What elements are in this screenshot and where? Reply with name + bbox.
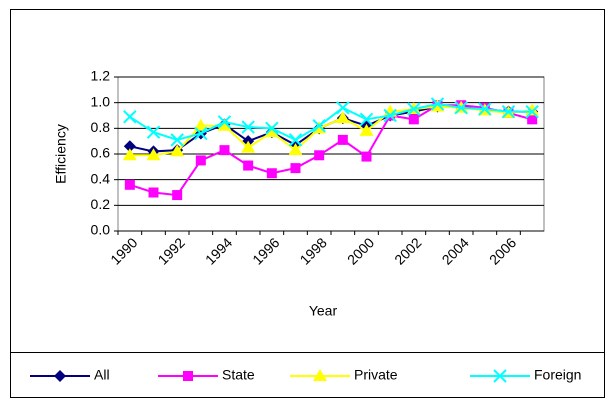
legend-label: Private (354, 367, 398, 383)
marker (193, 118, 208, 131)
marker (288, 143, 303, 156)
y-tick-label: 0.0 (91, 222, 111, 238)
marker (290, 163, 301, 174)
legend-label: State (222, 367, 255, 383)
marker (359, 123, 374, 136)
marker (266, 168, 277, 179)
marker (122, 148, 137, 161)
legend-marker (313, 369, 327, 381)
legend-marker (183, 371, 193, 381)
marker (527, 114, 538, 125)
marker (265, 121, 279, 136)
marker (359, 112, 374, 127)
legend-marker (493, 369, 507, 383)
marker (430, 97, 445, 111)
marker (217, 118, 232, 131)
marker (407, 102, 421, 116)
legend-label: Foreign (534, 367, 581, 383)
y-axis-label: Efficiency (53, 124, 69, 184)
y-tick-label: 0.2 (91, 196, 111, 212)
marker (195, 155, 206, 166)
marker (312, 119, 326, 133)
marker (408, 114, 419, 125)
y-tick-label: 0.8 (91, 119, 111, 135)
y-tick-label: 1.0 (91, 93, 111, 109)
marker (170, 133, 184, 147)
marker (501, 104, 516, 119)
marker (361, 151, 372, 162)
marker (217, 115, 232, 129)
y-tick-label: 1.2 (91, 68, 111, 84)
marker (241, 140, 256, 153)
marker (337, 134, 348, 145)
marker (241, 120, 255, 134)
y-tick-label: 0.6 (91, 145, 111, 161)
marker (288, 133, 303, 147)
marker (124, 179, 135, 190)
legend-marker (54, 370, 66, 382)
marker (194, 126, 208, 141)
series-line (129, 102, 533, 142)
marker (146, 148, 161, 161)
marker (454, 101, 468, 115)
marker (243, 160, 254, 171)
marker (383, 108, 397, 123)
marker (525, 104, 539, 119)
y-tick-label: 0.4 (91, 170, 111, 186)
marker (170, 144, 185, 157)
marker (219, 145, 230, 156)
legend-label: All (94, 367, 110, 383)
marker (264, 125, 279, 138)
marker (314, 150, 325, 161)
x-axis-label: Year (309, 303, 338, 319)
marker (172, 190, 183, 201)
marker (146, 125, 161, 139)
marker (478, 102, 492, 116)
marker (336, 101, 350, 115)
marker (123, 110, 137, 124)
marker (335, 111, 350, 124)
marker (123, 140, 136, 153)
marker (148, 187, 159, 198)
